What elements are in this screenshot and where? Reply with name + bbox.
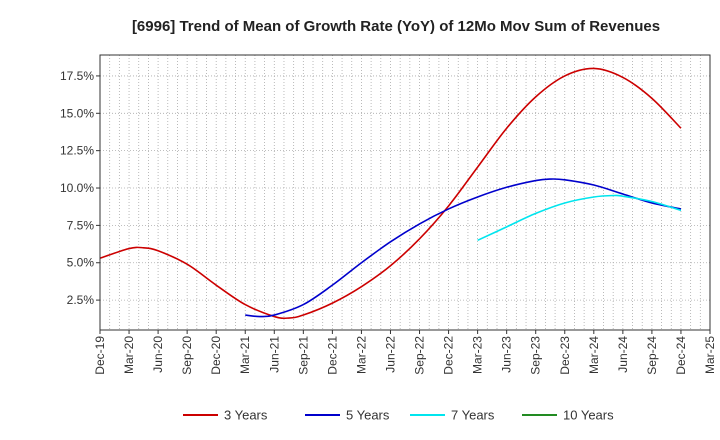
x-tick-label: Sep-20 xyxy=(180,336,194,375)
x-tick-label: Dec-19 xyxy=(93,336,107,375)
plot-area xyxy=(100,55,710,330)
x-tick-label: Dec-24 xyxy=(674,336,688,375)
y-tick-label: 17.5% xyxy=(60,69,94,83)
x-tick-label: Mar-24 xyxy=(587,336,601,374)
y-axis-ticks: 2.5% 5.0% 7.5% 10.0% 12.5% 15.0% 17.5% xyxy=(60,69,100,307)
legend-label-2: 5 Years xyxy=(346,408,390,423)
x-tick-label: Jun-23 xyxy=(500,336,514,373)
series-line-3 xyxy=(477,194,682,242)
legend-label-1: 3 Years xyxy=(224,408,268,423)
x-tick-label: Mar-22 xyxy=(354,336,368,374)
y-tick-label: 10.0% xyxy=(60,181,94,195)
x-tick-label: Mar-25 xyxy=(703,336,717,374)
x-tick-label: Sep-23 xyxy=(529,336,543,375)
legend-label-3: 7 Years xyxy=(451,408,495,423)
x-tick-label: Mar-20 xyxy=(122,336,136,374)
x-tick-label: Sep-21 xyxy=(296,336,310,375)
y-tick-label: 7.5% xyxy=(67,218,95,232)
x-tick-label: Jun-22 xyxy=(383,336,397,373)
x-tick-label: Sep-22 xyxy=(413,336,427,375)
legend: 3 Years 5 Years 7 Years 10 Years xyxy=(183,408,614,423)
legend-label-4: 10 Years xyxy=(563,408,614,423)
chart-title: [6996] Trend of Mean of Growth Rate (YoY… xyxy=(132,18,660,35)
x-tick-label: Dec-20 xyxy=(209,336,223,375)
x-tick-label: Dec-23 xyxy=(558,336,572,375)
x-tick-label: Sep-24 xyxy=(645,336,659,375)
x-tick-label: Jun-24 xyxy=(616,336,630,373)
x-tick-label: Jun-20 xyxy=(151,336,165,373)
grid xyxy=(100,55,710,330)
y-tick-label: 2.5% xyxy=(67,293,95,307)
y-tick-label: 15.0% xyxy=(60,106,94,120)
series-line-2 xyxy=(245,178,682,318)
series-line-1 xyxy=(99,67,682,320)
x-tick-label: Dec-22 xyxy=(442,336,456,375)
x-tick-label: Dec-21 xyxy=(325,336,339,375)
y-tick-label: 5.0% xyxy=(67,256,95,270)
x-tick-label: Mar-21 xyxy=(238,336,252,374)
x-tick-label: Mar-23 xyxy=(471,336,485,374)
x-tick-label: Jun-21 xyxy=(267,336,281,373)
series-lines xyxy=(99,67,682,320)
y-tick-label: 12.5% xyxy=(60,144,94,158)
plot-frame xyxy=(99,54,711,331)
x-axis-ticks: Dec-19 Mar-20 Jun-20 Sep-20 Dec-20 Mar-21 Jun-… xyxy=(93,330,717,375)
